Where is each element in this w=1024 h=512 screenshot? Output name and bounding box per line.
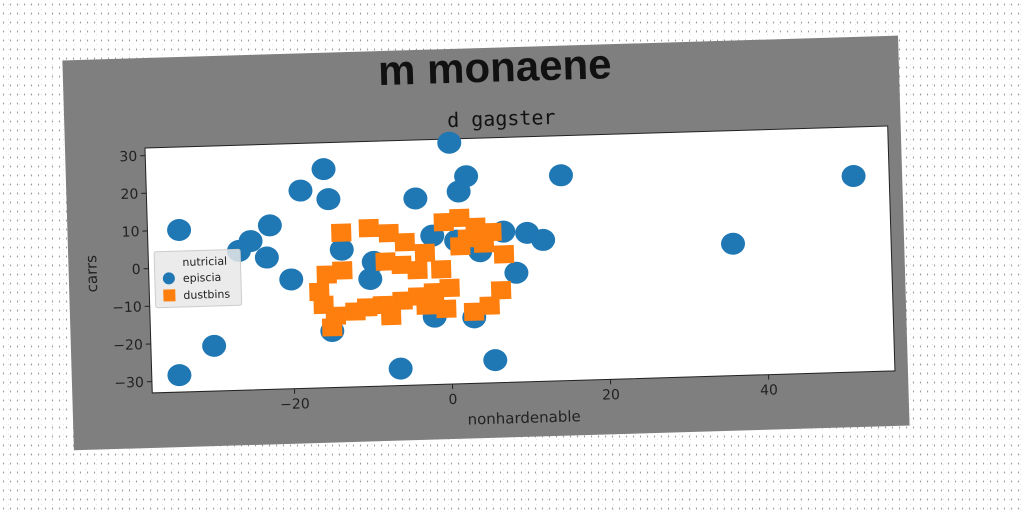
scatter-point-dustbins [439,279,460,298]
x-tick-label: 40 [760,382,778,399]
y-tick-label: −20 [113,337,143,354]
scatter-point-dustbins [491,281,512,300]
x-tick-label: 20 [602,387,620,404]
scatter-point-dustbins [381,307,402,326]
legend-label-dustbins: dustbins [183,288,230,302]
scatter-point-dustbins [332,261,353,280]
scatter-point-dustbins [359,219,380,238]
y-tick-label: 20 [120,186,138,203]
chart-title: d gagster [447,105,556,132]
scatter-point-dustbins [395,233,416,252]
legend: nutricial episcia dustbins [154,249,242,308]
y-axis-label: carrs [82,255,101,293]
scatter-point-dustbins [494,245,515,264]
scatter-point-dustbins [415,244,436,263]
y-tick-label: 0 [131,262,140,278]
y-tick-label: −10 [112,300,142,317]
scatter-point-dustbins [416,296,437,315]
scatter-point-dustbins [322,318,343,337]
x-tick-label: 0 [448,392,457,408]
y-tick-label: 30 [119,149,137,166]
scatter-point-dustbins [407,261,428,280]
scatter-point-dustbins [436,299,457,318]
y-tick-label: 10 [121,224,139,241]
figure: m monaene d gagster −20 0 20 40 −30 −20 −10 0 10… [62,32,909,451]
x-tick-label: −20 [280,396,310,413]
figure-suptitle: m monaene [377,40,612,94]
legend-label-episcia: episcia [183,271,222,285]
legend-marker-dustbins [163,289,175,301]
scatter-point-dustbins [431,260,452,279]
y-tick-label: −30 [114,375,144,392]
legend-title: nutricial [182,255,227,269]
scatter-point-dustbins [331,223,352,242]
scatter-point-dustbins [450,237,471,256]
scatter-point-dustbins [474,234,495,253]
x-axis-label: nonhardenable [467,407,581,428]
